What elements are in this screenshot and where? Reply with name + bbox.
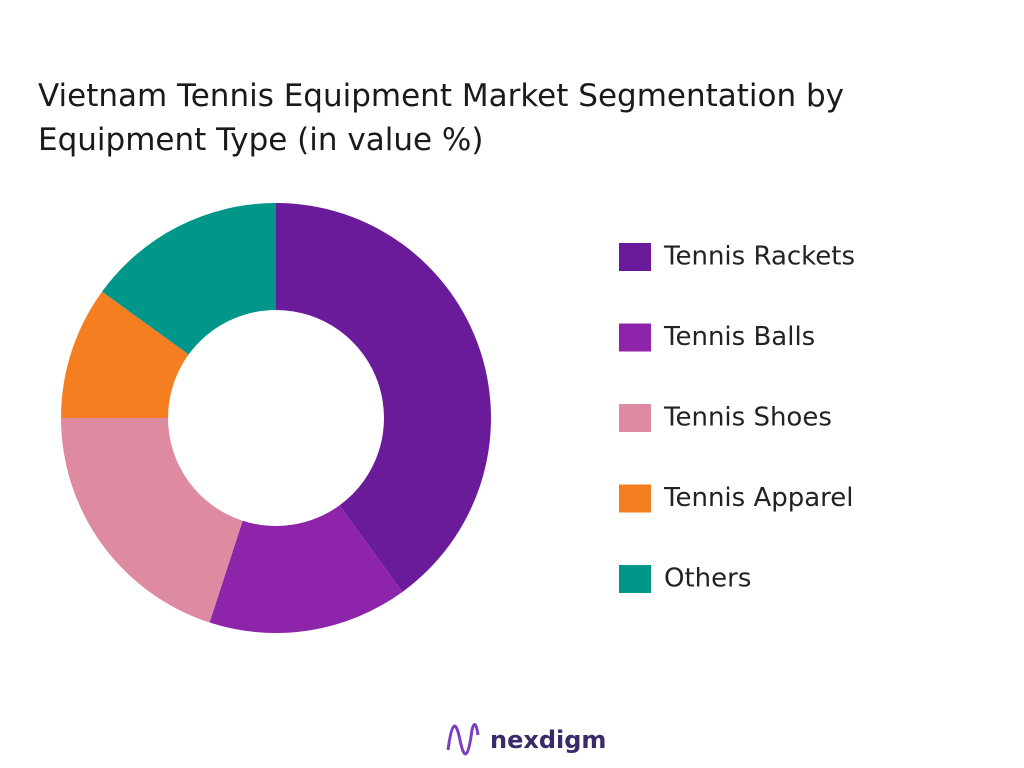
donut-slice bbox=[61, 291, 189, 418]
legend-label: Others bbox=[664, 564, 751, 594]
donut-slice bbox=[61, 418, 243, 623]
legend-label: Tennis Apparel bbox=[663, 483, 854, 513]
chart-title: Vietnam Tennis Equipment Market Segmenta… bbox=[38, 78, 845, 158]
donut-slice bbox=[209, 505, 403, 633]
legend-swatch bbox=[619, 565, 651, 593]
legend-swatch bbox=[619, 243, 651, 271]
legend-swatch bbox=[619, 404, 651, 432]
legend-label: Tennis Balls bbox=[663, 322, 815, 352]
logo-icon bbox=[446, 723, 480, 756]
donut-slice bbox=[102, 203, 277, 355]
legend-label: Tennis Rackets bbox=[663, 242, 855, 272]
logo: nexdigm bbox=[490, 726, 606, 754]
legend-swatch bbox=[619, 484, 651, 513]
legend-label: Tennis Shoes bbox=[663, 403, 832, 433]
donut-slice bbox=[276, 203, 492, 592]
legend-swatch bbox=[619, 323, 651, 352]
